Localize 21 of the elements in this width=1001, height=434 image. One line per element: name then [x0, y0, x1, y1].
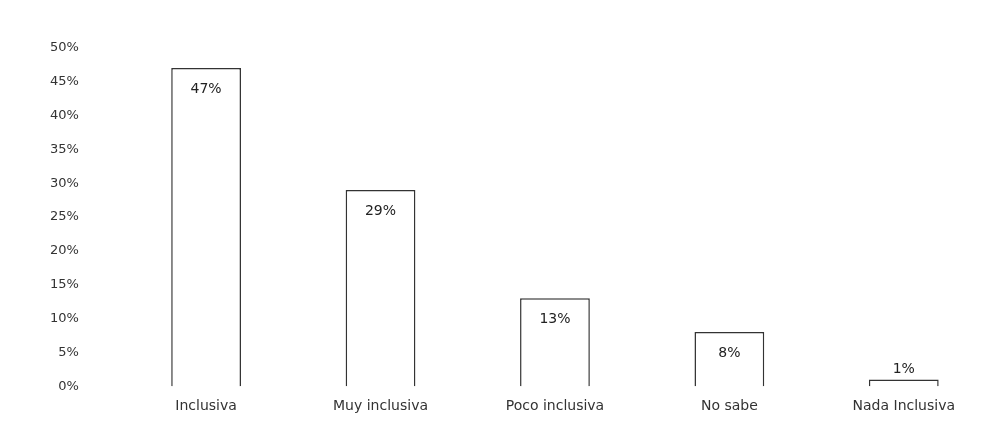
x-tick-label: Poco inclusiva: [505, 397, 605, 414]
y-tick-label: 15%: [49, 276, 79, 292]
y-tick-label: 45%: [49, 73, 79, 89]
y-tick-label: 20%: [49, 242, 79, 258]
x-tick-label: No sabe: [700, 397, 758, 414]
data-label: 8%: [718, 343, 741, 360]
y-tick-label: 0%: [58, 377, 79, 393]
y-tick-label: 5%: [58, 343, 79, 359]
y-tick-label: 30%: [49, 174, 79, 190]
y-tick-label: 50%: [49, 39, 79, 55]
y-tick-label: 35%: [49, 140, 79, 156]
data-label: 47%: [190, 79, 222, 96]
data-label: 1%: [892, 360, 915, 377]
x-tick-label: Muy inclusiva: [333, 397, 429, 414]
x-tick-label: Inclusiva: [175, 397, 237, 414]
x-tick-label: Nada Inclusiva: [852, 397, 956, 414]
data-label: 29%: [364, 201, 397, 218]
y-tick-label: 40%: [49, 106, 79, 122]
y-tick-label: 25%: [49, 208, 79, 224]
data-label: 13%: [539, 309, 571, 326]
y-tick-label: 10%: [49, 309, 79, 325]
